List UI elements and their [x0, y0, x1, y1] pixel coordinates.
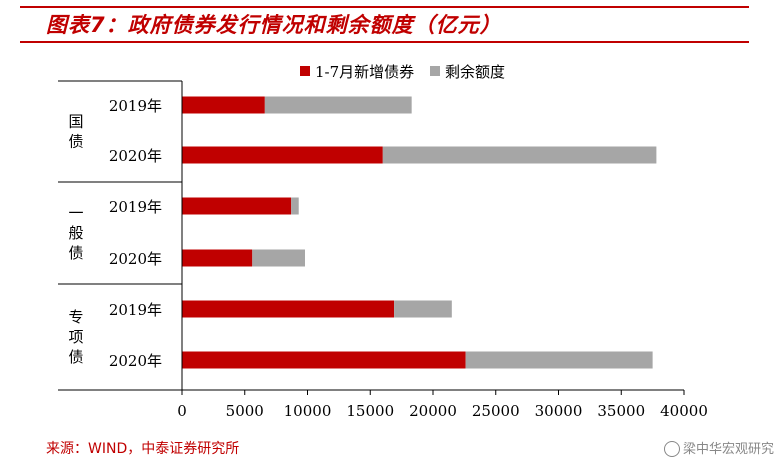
- bar-issued-0: [182, 96, 265, 114]
- bar-issued-2: [182, 197, 292, 215]
- bar-remaining-4: [394, 300, 452, 318]
- title-top-rule: [20, 6, 749, 8]
- bar-issued-5: [182, 351, 466, 369]
- bar-issued-1: [182, 146, 383, 164]
- legend-swatch-1: [430, 66, 440, 76]
- chart-title: 图表7：政府债券发行情况和剩余额度（亿元）: [46, 13, 502, 37]
- x-tick-label-4: 20000: [409, 402, 457, 420]
- watermark: 梁中华宏观研究: [663, 438, 774, 457]
- bar-issued-4: [182, 300, 395, 318]
- bar-remaining-5: [465, 351, 653, 369]
- group-label-0: 国债: [68, 113, 83, 151]
- category-label-2: 2019年: [109, 198, 162, 216]
- source-note: 来源：WIND，中泰证券研究所: [46, 441, 240, 457]
- category-label-0: 2019年: [109, 97, 162, 115]
- bar-remaining-3: [252, 249, 305, 267]
- legend-label-1: 剩余额度: [445, 63, 505, 81]
- x-tick-label-3: 15000: [346, 402, 394, 420]
- x-tick-label-7: 35000: [597, 402, 645, 420]
- bar-issued-3: [182, 249, 253, 267]
- x-tick-label-5: 25000: [472, 402, 520, 420]
- title-bottom-rule: [20, 41, 749, 43]
- x-tick-label-6: 30000: [535, 402, 583, 420]
- watermark-text: 梁中华宏观研究: [682, 441, 774, 457]
- title-bar: 图表7：政府债券发行情况和剩余额度（亿元）: [0, 0, 784, 46]
- category-label-1: 2020年: [109, 147, 162, 165]
- bar-remaining-0: [264, 96, 412, 114]
- x-tick-label-2: 10000: [284, 402, 332, 420]
- legend-swatch-0: [300, 66, 310, 76]
- x-tick-label-0: 0: [177, 402, 187, 420]
- category-label-5: 2020年: [109, 352, 162, 370]
- group-label-1: 一般债: [68, 204, 83, 262]
- x-tick-label-8: 40000: [660, 402, 708, 420]
- category-label-3: 2020年: [109, 250, 162, 268]
- legend-label-0: 1-7月新增债券: [315, 63, 414, 81]
- category-label-4: 2019年: [109, 301, 162, 319]
- bar-remaining-1: [382, 146, 657, 164]
- x-tick-label-1: 5000: [226, 402, 264, 420]
- wechat-icon: [663, 441, 680, 457]
- bar-remaining-2: [291, 197, 299, 215]
- group-label-2: 专项债: [68, 308, 83, 366]
